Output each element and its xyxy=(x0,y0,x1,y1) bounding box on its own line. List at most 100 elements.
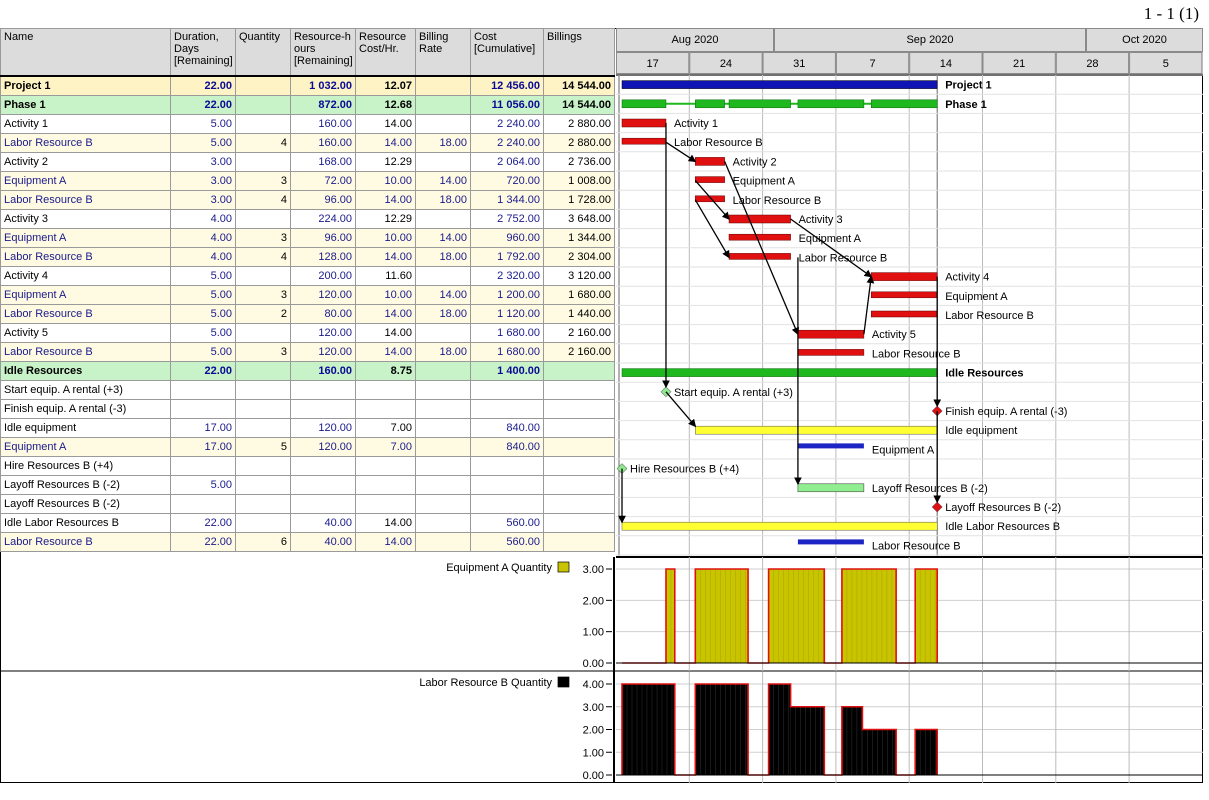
cell-quantity[interactable] xyxy=(235,380,291,400)
cell-name[interactable]: Labor Resource B xyxy=(0,133,171,153)
cell-quantity[interactable]: 6 xyxy=(235,532,291,552)
cell-billing-rate[interactable] xyxy=(415,323,471,343)
cell-cost-hr[interactable]: 10.00 xyxy=(355,228,416,248)
cell-billings[interactable]: 3 648.00 xyxy=(543,209,615,229)
cell-billings[interactable] xyxy=(543,361,615,381)
cell-cost[interactable]: 1 792.00 xyxy=(470,247,544,267)
cell-billings[interactable]: 2 304.00 xyxy=(543,247,615,267)
cell-cost[interactable]: 840.00 xyxy=(470,418,544,438)
cell-name[interactable]: Labor Resource B xyxy=(0,247,171,267)
cell-billings[interactable]: 3 120.00 xyxy=(543,266,615,286)
cell-cost-hr[interactable]: 14.00 xyxy=(355,342,416,362)
cell-duration[interactable]: 22.00 xyxy=(170,513,236,533)
table-row[interactable]: Activity 1 5.00 160.00 14.00 2 240.00 2 880.0… xyxy=(0,114,615,134)
cell-cost-hr[interactable] xyxy=(355,494,416,514)
cell-duration[interactable] xyxy=(170,380,236,400)
column-header-0[interactable]: Name xyxy=(0,28,171,77)
cell-cost[interactable] xyxy=(470,475,544,495)
cell-hours[interactable]: 120.00 xyxy=(290,418,356,438)
table-row[interactable]: Labor Resource B 22.00 6 40.00 14.00 560.00 xyxy=(0,532,615,552)
cell-billings[interactable]: 1 728.00 xyxy=(543,190,615,210)
cell-duration[interactable]: 22.00 xyxy=(170,361,236,381)
cell-hours[interactable]: 1 032.00 xyxy=(290,75,356,96)
cell-billing-rate[interactable] xyxy=(415,513,471,533)
cell-hours[interactable]: 160.00 xyxy=(290,133,356,153)
cell-cost-hr[interactable]: 12.68 xyxy=(355,95,416,115)
table-row[interactable]: Equipment A 5.00 3 120.00 10.00 14.00 1 200.00… xyxy=(0,285,615,305)
cell-quantity[interactable] xyxy=(235,513,291,533)
cell-billings[interactable] xyxy=(543,380,615,400)
cell-duration[interactable]: 5.00 xyxy=(170,133,236,153)
cell-billings[interactable] xyxy=(543,399,615,419)
cell-cost-hr[interactable]: 14.00 xyxy=(355,304,416,324)
cell-duration[interactable]: 17.00 xyxy=(170,418,236,438)
cell-billing-rate[interactable] xyxy=(415,418,471,438)
cell-billings[interactable]: 2 880.00 xyxy=(543,114,615,134)
cell-billings[interactable] xyxy=(543,456,615,476)
table-row[interactable]: Equipment A 3.00 3 72.00 10.00 14.00 720.00 1 0… xyxy=(0,171,615,191)
cell-cost[interactable]: 960.00 xyxy=(470,228,544,248)
cell-billings[interactable] xyxy=(543,513,615,533)
table-row[interactable]: Activity 3 4.00 224.00 12.29 2 752.00 3 648.0… xyxy=(0,209,615,229)
table-row[interactable]: Equipment A 4.00 3 96.00 10.00 14.00 960.00 1 3… xyxy=(0,228,615,248)
cell-cost[interactable]: 1 680.00 xyxy=(470,342,544,362)
cell-name[interactable]: Equipment A xyxy=(0,437,171,457)
cell-cost[interactable]: 11 056.00 xyxy=(470,95,544,115)
cell-name[interactable]: Idle Labor Resources B xyxy=(0,513,171,533)
cell-cost[interactable]: 2 064.00 xyxy=(470,152,544,172)
cell-name[interactable]: Hire Resources B (+4) xyxy=(0,456,171,476)
cell-billing-rate[interactable]: 14.00 xyxy=(415,285,471,305)
column-header-4[interactable]: Resource Cost/Hr. xyxy=(355,28,416,77)
cell-billings[interactable] xyxy=(543,494,615,514)
cell-cost[interactable]: 2 240.00 xyxy=(470,133,544,153)
cell-hours[interactable]: 96.00 xyxy=(290,190,356,210)
cell-hours[interactable]: 160.00 xyxy=(290,114,356,134)
cell-cost-hr[interactable]: 7.00 xyxy=(355,418,416,438)
cell-billings[interactable]: 2 880.00 xyxy=(543,133,615,153)
cell-cost[interactable]: 1 400.00 xyxy=(470,361,544,381)
cell-name[interactable]: Idle equipment xyxy=(0,418,171,438)
cell-quantity[interactable] xyxy=(235,95,291,115)
column-header-6[interactable]: Cost [Cumulative] xyxy=(470,28,544,77)
cell-hours[interactable]: 224.00 xyxy=(290,209,356,229)
cell-name[interactable]: Layoff Resources B (-2) xyxy=(0,494,171,514)
cell-billing-rate[interactable]: 14.00 xyxy=(415,171,471,191)
cell-cost-hr[interactable] xyxy=(355,475,416,495)
table-row[interactable]: Idle Resources 22.00 160.00 8.75 1 400.00 xyxy=(0,361,615,381)
cell-quantity[interactable]: 3 xyxy=(235,285,291,305)
cell-quantity[interactable] xyxy=(235,209,291,229)
cell-duration[interactable]: 5.00 xyxy=(170,342,236,362)
cell-name[interactable]: Layoff Resources B (-2) xyxy=(0,475,171,495)
cell-quantity[interactable] xyxy=(235,75,291,96)
cell-duration[interactable]: 5.00 xyxy=(170,475,236,495)
cell-cost[interactable] xyxy=(470,494,544,514)
cell-hours[interactable]: 128.00 xyxy=(290,247,356,267)
table-row[interactable]: Labor Resource B 4.00 4 128.00 14.00 18.00 1 7… xyxy=(0,247,615,267)
cell-duration[interactable] xyxy=(170,456,236,476)
cell-cost-hr[interactable]: 14.00 xyxy=(355,190,416,210)
table-row[interactable]: Activity 4 5.00 200.00 11.60 2 320.00 3 120.0… xyxy=(0,266,615,286)
cell-billings[interactable]: 2 736.00 xyxy=(543,152,615,172)
cell-cost[interactable]: 560.00 xyxy=(470,513,544,533)
cell-cost-hr[interactable]: 12.29 xyxy=(355,209,416,229)
cell-cost[interactable]: 840.00 xyxy=(470,437,544,457)
cell-cost-hr[interactable]: 7.00 xyxy=(355,437,416,457)
cell-billings[interactable]: 2 160.00 xyxy=(543,323,615,343)
cell-name[interactable]: Activity 5 xyxy=(0,323,171,343)
cell-name[interactable]: Labor Resource B xyxy=(0,342,171,362)
cell-name[interactable]: Project 1 xyxy=(0,75,171,96)
cell-duration[interactable]: 22.00 xyxy=(170,75,236,96)
cell-billings[interactable]: 1 344.00 xyxy=(543,228,615,248)
cell-quantity[interactable]: 2 xyxy=(235,304,291,324)
table-row[interactable]: Phase 1 22.00 872.00 12.68 11 056.00 14 544.0… xyxy=(0,95,615,115)
cell-hours[interactable]: 40.00 xyxy=(290,513,356,533)
cell-cost[interactable]: 2 752.00 xyxy=(470,209,544,229)
cell-billing-rate[interactable] xyxy=(415,266,471,286)
cell-quantity[interactable] xyxy=(235,114,291,134)
cell-quantity[interactable]: 3 xyxy=(235,228,291,248)
cell-billing-rate[interactable] xyxy=(415,475,471,495)
cell-name[interactable]: Labor Resource B xyxy=(0,532,171,552)
cell-billing-rate[interactable] xyxy=(415,456,471,476)
cell-hours[interactable]: 120.00 xyxy=(290,342,356,362)
cell-duration[interactable]: 5.00 xyxy=(170,285,236,305)
